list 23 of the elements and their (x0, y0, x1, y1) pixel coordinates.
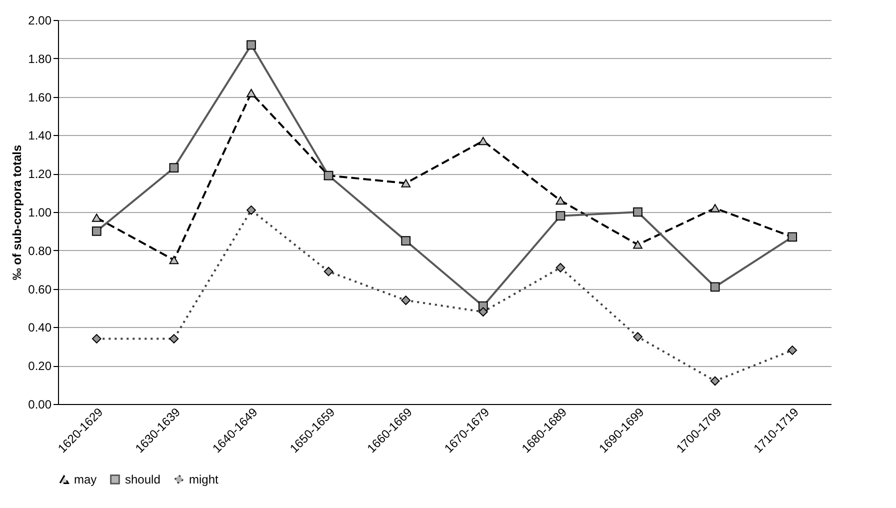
y-tick-label: 0.40 (28, 320, 52, 335)
point (92, 214, 102, 222)
point (246, 88, 256, 98)
legend-label: should (125, 472, 160, 486)
point (633, 240, 642, 249)
point (401, 179, 411, 188)
point (556, 196, 566, 205)
y-tick-label: 0.60 (28, 282, 52, 296)
point (710, 204, 720, 212)
y-axis-title: ‰ of sub-corpora totals (10, 144, 24, 280)
y-tick-label: 1.20 (28, 167, 52, 182)
y-tick-label: 0.20 (28, 359, 52, 374)
point (169, 256, 179, 264)
legend-label: may (74, 472, 97, 487)
y-tick-label: 0.00 (28, 398, 52, 412)
y-tick-label: 1.60 (28, 90, 52, 104)
y-tick-label: 1.80 (28, 52, 52, 66)
y-tick-label: 1.00 (28, 206, 52, 220)
y-tick-label: 0.80 (28, 244, 52, 258)
y-tick-label: 1.40 (28, 128, 52, 143)
y-tick-label: 2.00 (28, 14, 52, 28)
legend-label: might (189, 472, 220, 486)
point (478, 136, 488, 146)
